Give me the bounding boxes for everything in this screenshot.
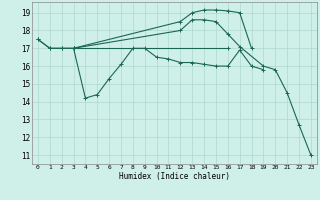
X-axis label: Humidex (Indice chaleur): Humidex (Indice chaleur) — [119, 172, 230, 181]
